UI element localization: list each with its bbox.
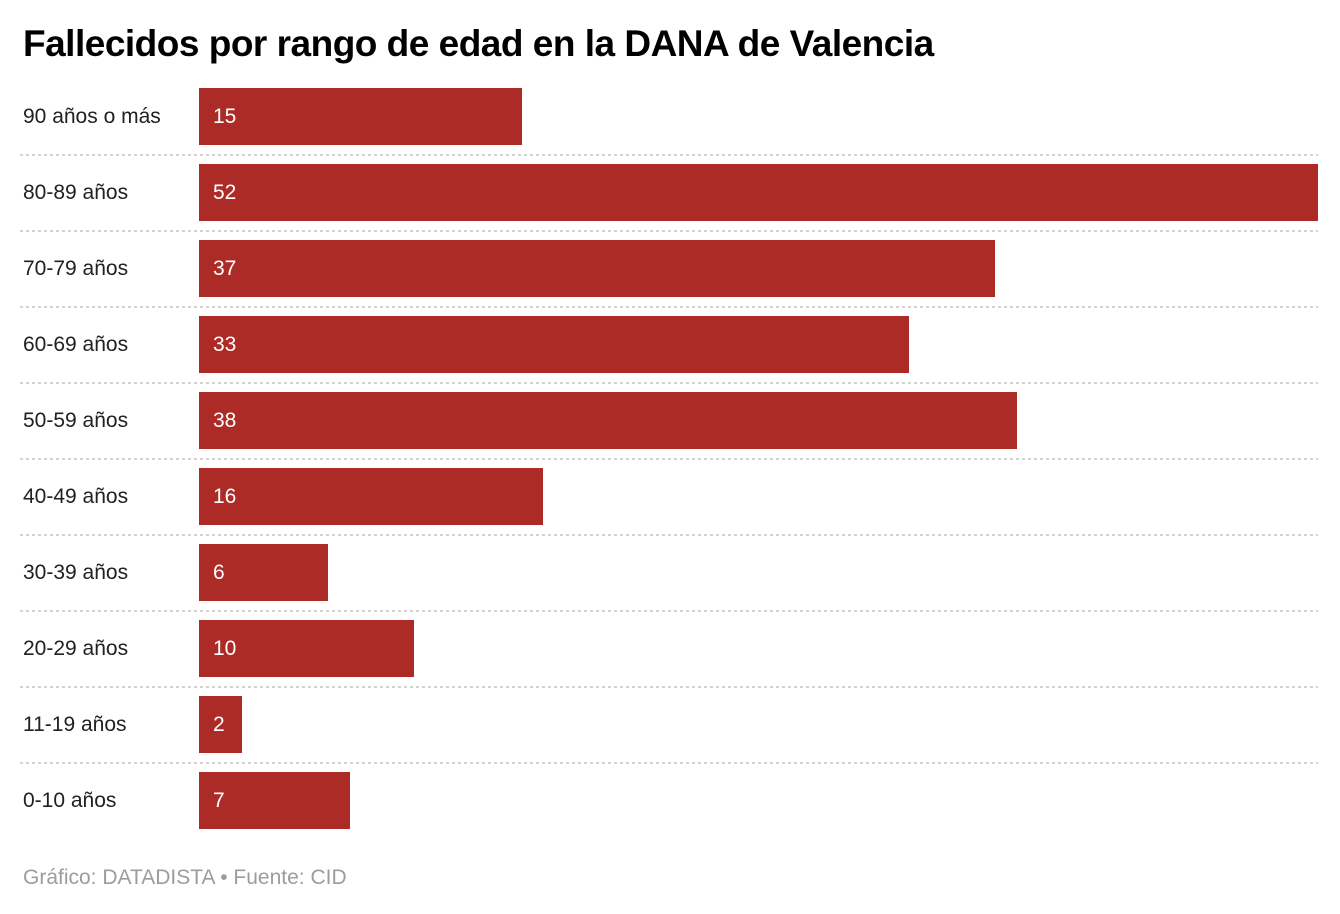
category-label: 90 años o más [23,104,161,128]
bar-value-label: 2 [213,712,225,736]
category-label: 50-59 años [23,408,129,432]
category-label: 70-79 años [23,256,129,280]
bar: 16 [199,468,544,526]
bar: 33 [199,316,910,374]
bar-row: 40-49 años 16 [20,459,1318,536]
bar-row: 80-89 años 52 [20,155,1318,232]
bar-row: 11-19 años 2 [20,687,1318,764]
bar-track: 16 [199,468,1318,526]
bar: 52 [199,164,1318,222]
bar-track: 52 [199,164,1318,222]
bar-value-label: 15 [213,104,237,128]
bar-value-label: 10 [213,636,237,660]
category-label: 80-89 años [23,180,129,204]
bar-row: 90 años o más 15 [20,79,1318,156]
category-label: 11-19 años [23,712,127,736]
category-label: 30-39 años [23,560,129,584]
bar-value-label: 37 [213,256,237,280]
bar-row: 70-79 años 37 [20,231,1318,308]
bar-rows: 90 años o más 15 80-89 años 52 70-79 año… [20,79,1318,839]
category-label: 60-69 años [23,332,129,356]
bar: 15 [199,88,522,146]
bar-track: 37 [199,240,1318,298]
bar-track: 6 [199,544,1318,602]
bar-value-label: 16 [213,484,237,508]
bar-value-label: 52 [213,180,237,204]
bar: 37 [199,240,996,298]
category-label: 40-49 años [23,484,129,508]
category-label: 0-10 años [23,788,117,812]
bar-row: 0-10 años 7 [20,763,1318,839]
bar: 7 [199,772,350,830]
bar-value-label: 33 [213,332,237,356]
bar-track: 10 [199,620,1318,678]
bar-track: 38 [199,392,1318,450]
bar: 2 [199,696,243,754]
bar: 10 [199,620,415,678]
bar-row: 50-59 años 38 [20,383,1318,460]
bar-row: 30-39 años 6 [20,535,1318,612]
bar-value-label: 6 [213,560,225,584]
bar-track: 33 [199,316,1318,374]
bar-track: 15 [199,88,1318,146]
bar-row: 60-69 años 33 [20,307,1318,384]
bar-value-label: 38 [213,408,237,432]
chart-title: Fallecidos por rango de edad en la DANA … [23,23,934,64]
bar-track: 2 [199,696,1318,754]
bar: 6 [199,544,329,602]
bar-row: 20-29 años 10 [20,611,1318,688]
source-credit: Gráfico: DATADISTA • Fuente: CID [23,865,347,889]
bar-value-label: 7 [213,788,225,812]
bar-track: 7 [199,772,1318,830]
bar: 38 [199,392,1017,450]
category-label: 20-29 años [23,636,129,660]
